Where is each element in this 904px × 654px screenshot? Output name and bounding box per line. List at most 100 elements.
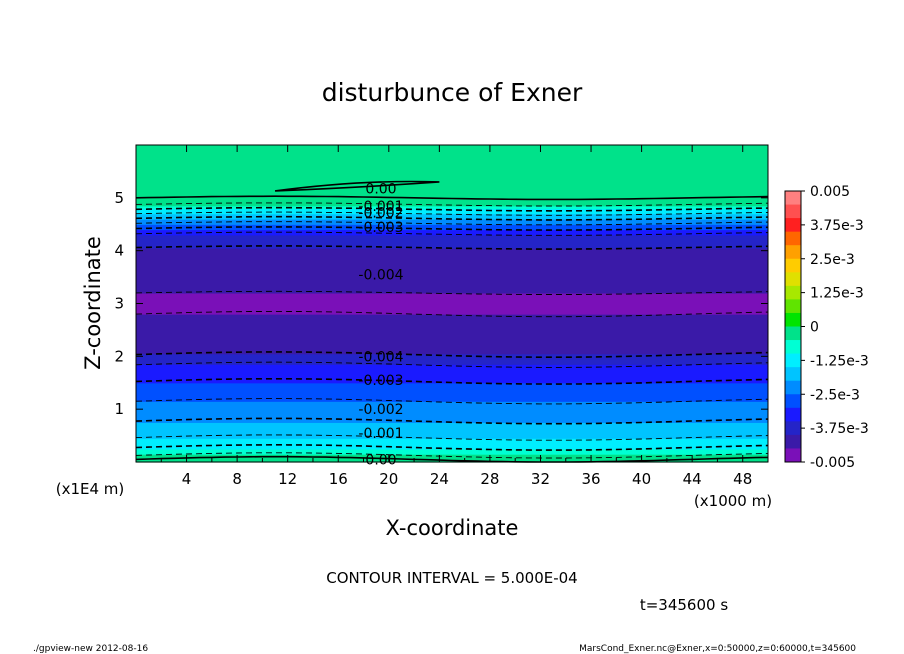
- color-band: [136, 200, 768, 204]
- color-band: [136, 329, 768, 334]
- color-band: [136, 195, 768, 199]
- color-band: [136, 168, 768, 173]
- color-band: [136, 155, 768, 159]
- contour-line: [135, 195, 769, 201]
- color-band: [136, 287, 768, 291]
- color-band: [136, 382, 768, 386]
- color-band: [136, 174, 768, 178]
- color-band: [136, 395, 768, 400]
- contour-line: [135, 231, 769, 236]
- contour-line: [135, 202, 769, 207]
- color-band: [136, 380, 768, 384]
- color-band: [136, 377, 768, 381]
- color-band: [136, 356, 768, 360]
- contour-line: [135, 226, 769, 231]
- x-axis-label: X-coordinate: [386, 516, 519, 540]
- contour-line: [135, 290, 769, 295]
- contour-line: [135, 455, 769, 463]
- y-tick-label: 1: [114, 400, 124, 418]
- x-tick-label: 40: [632, 470, 651, 488]
- color-band: [136, 343, 768, 347]
- contour-line: [274, 180, 440, 192]
- color-band: [136, 258, 768, 262]
- colorbar-bin: [785, 326, 801, 341]
- color-band: [136, 345, 768, 350]
- color-band: [136, 211, 768, 215]
- color-band: [136, 406, 768, 410]
- colorbar-bin: [785, 367, 801, 382]
- color-band: [136, 263, 768, 268]
- color-band: [136, 250, 768, 254]
- color-band: [136, 213, 768, 217]
- color-band: [136, 303, 768, 307]
- color-band: [136, 308, 768, 313]
- colorbar-bin: [785, 394, 801, 409]
- color-band: [136, 358, 768, 363]
- color-band: [136, 324, 768, 328]
- color-band: [136, 150, 768, 154]
- chart-title: disturbunce of Exner: [322, 78, 583, 107]
- contour-line: [135, 351, 769, 359]
- colorbar-tick-label: 1.25e-3: [810, 286, 864, 302]
- x-tick-label: 32: [531, 470, 550, 488]
- color-band: [136, 271, 768, 276]
- color-band: [136, 224, 768, 228]
- color-band: [136, 454, 768, 458]
- color-band: [136, 316, 768, 320]
- color-band: [136, 261, 768, 265]
- color-band: [136, 277, 768, 281]
- x-tick-label: 28: [480, 470, 499, 488]
- color-band: [136, 205, 768, 209]
- color-band: [136, 348, 768, 352]
- color-band: [136, 361, 768, 365]
- contour-label: 0.00: [365, 181, 396, 197]
- colorbar-bin: [785, 312, 801, 327]
- color-band: [136, 319, 768, 323]
- contour-line: [135, 417, 769, 425]
- y-tick-label: 3: [114, 295, 124, 313]
- color-band: [136, 401, 768, 405]
- colorbar-bin: [785, 380, 801, 395]
- footer-left: ./gpview-new 2012-08-16: [33, 644, 148, 654]
- color-band: [136, 411, 768, 416]
- color-band: [136, 390, 768, 394]
- contour-label: 0.00: [365, 452, 396, 468]
- contour-line: [135, 434, 769, 441]
- color-band: [136, 427, 768, 431]
- contour-label: -0.003: [358, 373, 403, 389]
- colorbar-tick-label: 3.75e-3: [810, 218, 864, 234]
- x-unit-label: (x1000 m): [694, 492, 772, 510]
- color-band: [136, 435, 768, 439]
- color-band: [136, 192, 768, 196]
- y-tick-label: 5: [114, 189, 124, 207]
- colorbar-tick-label: -3.75e-3: [810, 421, 869, 437]
- color-band: [136, 158, 768, 162]
- color-band: [136, 145, 768, 149]
- contour-label: -0.004: [358, 349, 403, 365]
- color-band: [136, 240, 768, 244]
- color-band: [136, 388, 768, 392]
- color-band: [136, 419, 768, 423]
- color-band: [136, 163, 768, 167]
- contour-line: [135, 215, 769, 221]
- colorbar-tick-label: -1.25e-3: [810, 353, 869, 369]
- color-band: [136, 353, 768, 357]
- color-band: [136, 179, 768, 183]
- color-band: [136, 311, 768, 315]
- colorbar-bin: [785, 353, 801, 368]
- color-band: [136, 203, 768, 207]
- color-band: [136, 160, 768, 165]
- color-band: [136, 340, 768, 344]
- color-band: [136, 314, 768, 318]
- color-band: [136, 184, 768, 188]
- contour-lines: [135, 180, 769, 463]
- colorbar-bin: [785, 285, 801, 300]
- x-tick-label: 12: [278, 470, 297, 488]
- color-band: [136, 403, 768, 408]
- y-tick-label: 4: [114, 242, 124, 260]
- colorbar-tick-label: 2.5e-3: [810, 252, 855, 268]
- colorbar-bin: [785, 340, 801, 354]
- colorbar-bin: [785, 245, 801, 260]
- color-band: [136, 221, 768, 225]
